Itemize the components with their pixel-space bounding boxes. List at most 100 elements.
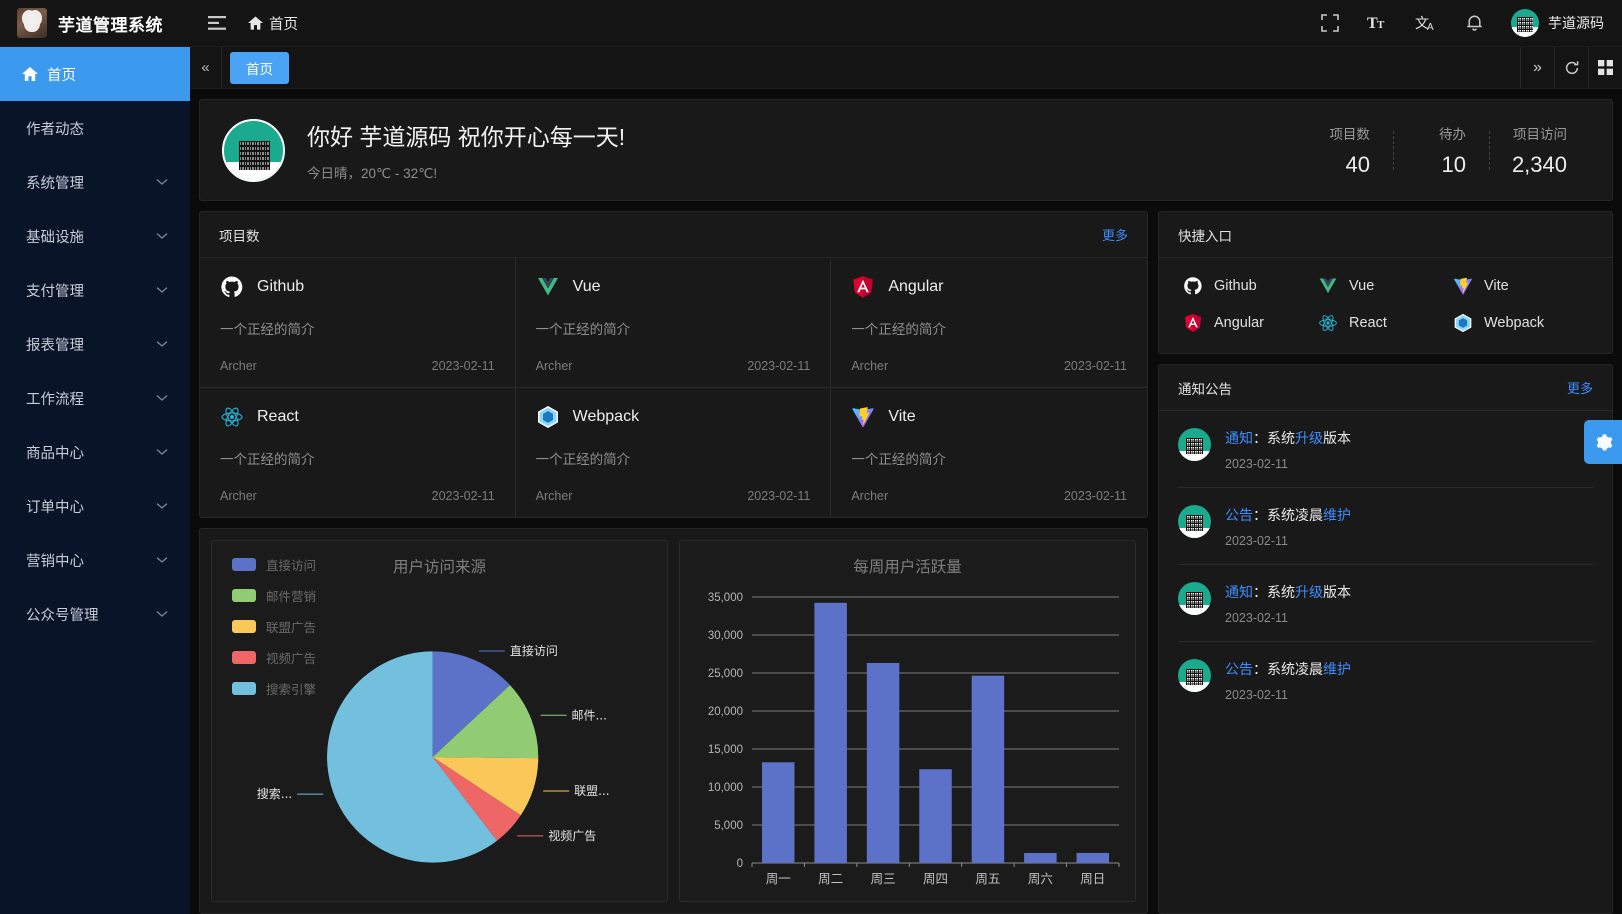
stat-label: 待办: [1438, 126, 1466, 142]
main-area: « 首页 »: [190, 47, 1622, 914]
svg-text:周五: 周五: [975, 871, 1000, 886]
project-date: 2023-02-11: [431, 359, 495, 373]
project-card-1[interactable]: Vue 一个正经的简介 Archer 2023-02-11: [515, 258, 832, 388]
sidebar-item-2[interactable]: 系统管理: [0, 155, 190, 209]
project-footer: Archer 2023-02-11: [851, 359, 1127, 373]
user-menu[interactable]: 芋道源码: [1511, 9, 1604, 37]
svg-text:20,000: 20,000: [708, 706, 743, 718]
quick-entry-label: Webpack: [1484, 315, 1545, 331]
pie-chart-svg: 直接访问 邮件... 联盟... 视频广告 搜索...: [257, 643, 610, 863]
svg-text:T: T: [1367, 15, 1378, 32]
legend-swatch: [232, 620, 256, 633]
brand-title: 芋道管理系统: [58, 15, 163, 35]
pie-legend-item-2[interactable]: 联盟广告: [232, 617, 316, 636]
stat-value: 10: [1441, 151, 1466, 177]
quick-entry-label: React: [1349, 315, 1387, 331]
project-name: Angular: [888, 278, 944, 295]
quick-entry-card: 快捷入口 Github Vue Vite Angular React Webpa…: [1158, 211, 1613, 354]
notice-date: 2023-02-11: [1225, 611, 1289, 625]
project-date: 2023-02-11: [747, 489, 811, 503]
tab-home[interactable]: 首页: [230, 51, 289, 84]
quick-entry-item-5[interactable]: Webpack: [1453, 313, 1588, 333]
sidebar-item-7[interactable]: 商品中心: [0, 425, 190, 479]
notices-more-link[interactable]: 更多: [1566, 381, 1593, 396]
notice-item-0[interactable]: 通知：系统升级版本 2023-02-11: [1178, 411, 1593, 488]
notice-body: 通知：系统升级版本 2023-02-11: [1225, 582, 1593, 625]
notice-date: 2023-02-11: [1225, 534, 1289, 548]
project-card-3[interactable]: React 一个正经的简介 Archer 2023-02-11: [200, 388, 516, 517]
projects-grid: Github 一个正经的简介 Archer 2023-02-11 Vue 一个正…: [200, 258, 1147, 517]
notice-item-3[interactable]: 公告：系统凌晨维护 2023-02-11: [1178, 642, 1593, 718]
quick-entry-item-1[interactable]: Vue: [1318, 276, 1453, 296]
svg-text:15,000: 15,000: [708, 744, 743, 756]
pie-legend-item-3[interactable]: 视频广告: [232, 648, 316, 667]
quick-entry-label: Vite: [1484, 278, 1509, 294]
svg-text:0: 0: [737, 858, 743, 870]
project-header: React: [220, 405, 495, 429]
sidebar-item-8[interactable]: 订单中心: [0, 479, 190, 533]
stat-value: 40: [1345, 151, 1370, 177]
notice-item-1[interactable]: 公告：系统凌晨维护 2023-02-11: [1178, 488, 1593, 565]
pie-legend-item-1[interactable]: 邮件营销: [232, 586, 316, 605]
fullscreen-icon[interactable]: [1319, 12, 1341, 34]
sidebar-item-6[interactable]: 工作流程: [0, 371, 190, 425]
svg-text:T: T: [1377, 19, 1385, 31]
project-author: Archer: [851, 489, 889, 503]
pie-legend-item-4[interactable]: 搜索引擎: [232, 679, 316, 698]
project-card-0[interactable]: Github 一个正经的简介 Archer 2023-02-11: [200, 258, 516, 388]
sidebar-item-label: 订单中心: [26, 499, 84, 516]
sidebar-item-label: 工作流程: [26, 391, 84, 408]
svg-text:联盟...: 联盟...: [574, 784, 609, 798]
project-author: Archer: [220, 359, 257, 373]
notice-item-2[interactable]: 通知：系统升级版本 2023-02-11: [1178, 565, 1593, 642]
project-card-4[interactable]: Webpack 一个正经的简介 Archer 2023-02-11: [516, 388, 832, 517]
svg-text:25,000: 25,000: [708, 668, 743, 680]
chevron-double-right-icon[interactable]: »: [1520, 47, 1554, 88]
project-desc: 一个正经的简介: [220, 322, 315, 337]
notice-body: 通知：系统升级版本 2023-02-11: [1225, 428, 1593, 471]
pie-legend-item-0[interactable]: 直接访问: [232, 555, 316, 574]
project-date: 2023-02-11: [747, 359, 811, 373]
settings-fab-button[interactable]: [1584, 420, 1622, 464]
grid-icon[interactable]: [1588, 47, 1622, 88]
project-header: Github: [220, 275, 495, 299]
quick-entry-item-4[interactable]: React: [1318, 313, 1453, 333]
sidebar-item-0[interactable]: 首页: [0, 47, 190, 101]
quick-entry-item-2[interactable]: Vite: [1453, 276, 1588, 296]
project-card-2[interactable]: Angular 一个正经的简介 Archer 2023-02-11: [831, 258, 1147, 388]
svg-text:搜索...: 搜索...: [257, 786, 292, 801]
bell-icon[interactable]: [1463, 12, 1485, 34]
project-footer: Archer 2023-02-11: [220, 489, 495, 503]
notices-title: 通知公告: [1178, 381, 1232, 397]
greeting-avatar: [222, 118, 285, 182]
sidebar-item-5[interactable]: 报表管理: [0, 317, 190, 371]
sidebar-item-4[interactable]: 支付管理: [0, 263, 190, 317]
chevron-down-icon: [156, 394, 168, 402]
sidebar-item-3[interactable]: 基础设施: [0, 209, 190, 263]
notice-title: 公告：系统凌晨维护: [1225, 661, 1351, 677]
project-card-5[interactable]: Vite 一个正经的简介 Archer 2023-02-11: [831, 388, 1147, 517]
projects-title: 项目数: [219, 228, 260, 244]
sidebar-item-9[interactable]: 营销中心: [0, 533, 190, 587]
projects-more-link[interactable]: 更多: [1101, 228, 1128, 243]
github-icon: [220, 275, 244, 299]
hamburger-icon[interactable]: [204, 10, 230, 36]
chevron-double-left-icon[interactable]: «: [190, 47, 222, 88]
github-icon: [1183, 276, 1203, 296]
quick-entry-item-3[interactable]: Angular: [1183, 313, 1318, 333]
brand[interactable]: 芋道管理系统: [0, 8, 190, 38]
translate-icon[interactable]: 文 A: [1415, 12, 1437, 34]
quick-entry-item-0[interactable]: Github: [1183, 276, 1318, 296]
left-column: 项目数 更多 Github 一个正经的简介 Archer 2023-02-11 …: [199, 211, 1148, 914]
refresh-icon[interactable]: [1554, 47, 1588, 88]
quick-entry-grid: Github Vue Vite Angular React Webpack: [1159, 258, 1612, 353]
sidebar-item-1[interactable]: 作者动态: [0, 101, 190, 155]
breadcrumb[interactable]: 首页: [248, 13, 298, 34]
quick-entry-title: 快捷入口: [1178, 228, 1232, 244]
sidebar-item-10[interactable]: 公众号管理: [0, 587, 190, 641]
quick-entry-label: Angular: [1214, 315, 1264, 331]
legend-swatch: [232, 651, 256, 664]
home-icon: [248, 16, 263, 30]
font-size-icon[interactable]: T T: [1367, 12, 1389, 34]
pie-chart-legend: 直接访问 邮件营销 联盟广告 视频广告 搜索引擎: [232, 555, 316, 710]
